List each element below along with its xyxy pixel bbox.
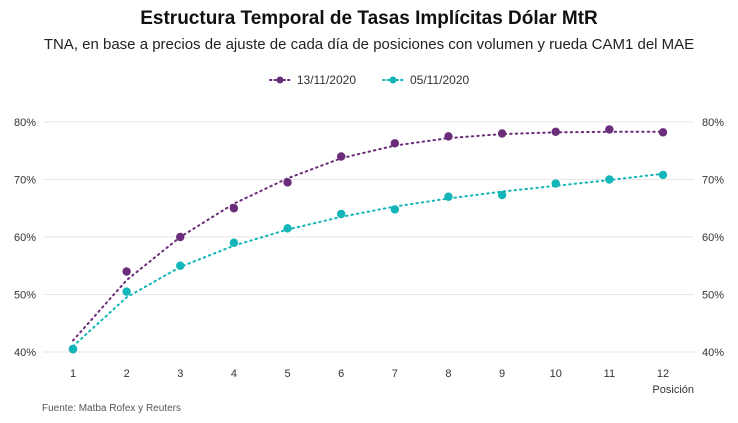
series-2-point: [444, 192, 453, 201]
y-tick-label-left: 70%: [14, 175, 36, 187]
series-1-point: [229, 204, 239, 213]
y-tick-label-left: 40%: [14, 347, 36, 359]
series-1-trendline: [72, 130, 664, 342]
x-tick-label: 3: [177, 368, 183, 380]
series-1-point: [122, 267, 131, 276]
x-tick-label: 9: [499, 368, 505, 380]
series-2-point: [497, 190, 507, 200]
x-tick-label: 8: [445, 368, 451, 380]
legend-marker-series-1: [268, 76, 291, 84]
x-tick-label: 10: [550, 368, 562, 380]
legend-marker-series-2: [382, 76, 404, 84]
y-tick-label-right: 40%: [702, 347, 724, 359]
y-tick-label-right: 80%: [702, 117, 724, 129]
series-2-point: [229, 238, 239, 247]
series-2-trendline: [72, 172, 664, 348]
x-tick-label: 2: [124, 368, 130, 380]
source-note: Fuente: Matba Rofex y Reuters: [42, 403, 181, 414]
series-1-point: [176, 232, 185, 242]
x-tick-label: 5: [284, 368, 290, 380]
x-tick-label: 7: [392, 368, 398, 380]
x-tick-label: 11: [604, 368, 615, 380]
legend-item-series-1: 13/11/2020: [268, 73, 356, 87]
series-1-point: [497, 129, 507, 138]
legend-label-series-2: 05/11/2020: [410, 73, 470, 87]
series-1-point: [444, 132, 453, 141]
chart-title: Estructura Temporal de Tasas Implícitas …: [140, 8, 598, 29]
y-tick-label-left: 80%: [14, 117, 36, 129]
legend-item-series-2: 05/11/2020: [382, 73, 469, 87]
x-axis-title: Posición: [652, 384, 694, 396]
series-2-point: [658, 170, 668, 180]
legend-label-series-1: 13/11/2020: [296, 73, 356, 87]
series-2-point: [605, 175, 614, 184]
series-1-point: [658, 128, 668, 137]
y-tick-label-right: 60%: [702, 232, 724, 244]
series-1-point: [605, 125, 614, 134]
x-tick-label: 1: [70, 368, 76, 380]
series-1-point: [390, 139, 400, 148]
y-tick-label-left: 50%: [14, 290, 36, 302]
series-2-point: [283, 224, 292, 233]
y-tick-label-right: 50%: [702, 290, 724, 302]
series-2-point: [122, 287, 131, 296]
series-2-point: [176, 261, 185, 270]
chart-subtitle: TNA, en base a precios de ajuste de cada…: [43, 36, 695, 53]
x-tick-label: 12: [657, 368, 669, 380]
series-2-point: [390, 205, 400, 214]
series-1-point: [283, 178, 292, 187]
y-tick-label-right: 70%: [702, 175, 724, 187]
x-tick-label: 4: [231, 368, 237, 380]
series-1-point: [551, 127, 560, 136]
series-1-point: [336, 152, 346, 161]
series-2-point: [551, 179, 560, 188]
series-2-point: [68, 344, 78, 354]
y-tick-label-left: 60%: [14, 232, 36, 244]
series-2-point: [336, 209, 346, 219]
legend: 13/11/2020 05/11/2020: [0, 73, 738, 87]
x-tick-label: 6: [338, 368, 344, 380]
